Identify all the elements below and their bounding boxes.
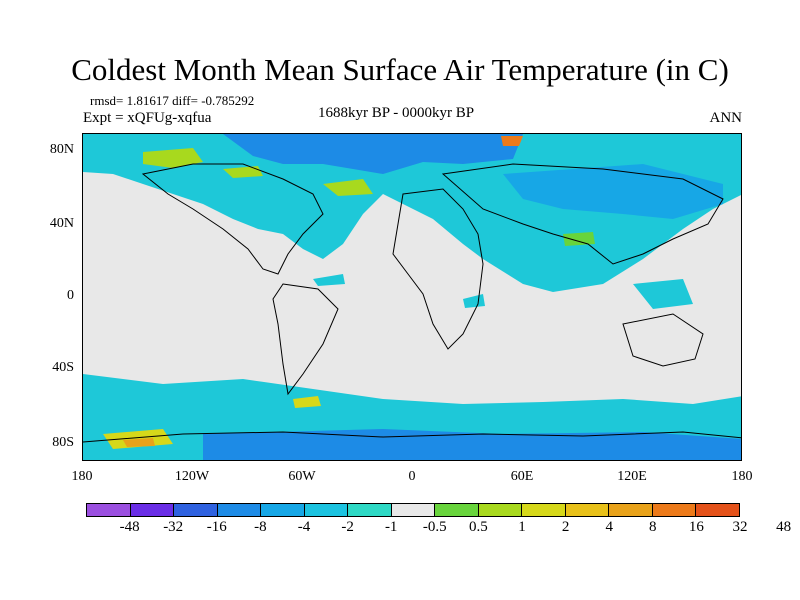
colorbar-label: -0.5 bbox=[422, 519, 447, 535]
anomaly-region-siberia-orange bbox=[501, 136, 523, 146]
lat-tick-40s: 40S bbox=[52, 360, 74, 375]
colorbar-label: -8 bbox=[254, 519, 267, 535]
colorbar-swatch bbox=[304, 504, 349, 516]
asia-outline bbox=[441, 163, 724, 265]
lon-tick-180e: 180 bbox=[731, 469, 753, 484]
map-panel bbox=[82, 133, 742, 461]
colorbar-swatch bbox=[174, 504, 218, 516]
anomaly-region-antarctic-blue bbox=[203, 429, 741, 460]
anomaly-region-arctic-blue bbox=[223, 134, 523, 174]
world-map bbox=[83, 134, 741, 460]
colorbar-label: -1 bbox=[384, 519, 398, 535]
colorbar-label: 16 bbox=[688, 519, 704, 535]
colorbar-swatch bbox=[435, 504, 479, 516]
colorbar-label: -32 bbox=[163, 519, 184, 535]
colorbar-swatch bbox=[609, 504, 653, 516]
colorbar-swatch bbox=[261, 504, 305, 516]
lat-tick-0: 0 bbox=[67, 288, 74, 303]
colorbar-swatch bbox=[87, 504, 131, 516]
anomaly-region-atlantic-warm bbox=[323, 179, 373, 196]
colorbar-label: 32 bbox=[732, 519, 748, 535]
lon-tick-120e: 120E bbox=[617, 469, 647, 484]
colorbar-swatch bbox=[391, 504, 436, 516]
colorbar bbox=[86, 503, 740, 517]
lon-tick-180w: 180 bbox=[71, 469, 93, 484]
anomaly-region-asia-green bbox=[563, 232, 595, 246]
lat-tick-40n: 40N bbox=[49, 216, 74, 231]
colorbar-label: 4 bbox=[605, 519, 613, 535]
anomaly-region-greenland-warm bbox=[143, 148, 203, 168]
colorbar-label: 2 bbox=[561, 519, 570, 535]
north-america-outline bbox=[141, 163, 324, 275]
colorbar-label: -16 bbox=[206, 519, 227, 535]
colorbar-swatch bbox=[652, 504, 697, 516]
antarctica-outline bbox=[83, 431, 741, 443]
colorbar-label: -48 bbox=[119, 519, 140, 535]
colorbar-swatch bbox=[565, 504, 610, 516]
plot-title: Coldest Month Mean Surface Air Temperatu… bbox=[71, 52, 729, 87]
anomaly-region-asia-blue bbox=[503, 164, 723, 219]
lon-tick-60e: 60E bbox=[510, 469, 534, 484]
stats-line: rmsd= 1.81617 diff= -0.785292 bbox=[90, 93, 255, 108]
continent-outlines bbox=[83, 163, 741, 443]
lon-tick-120w: 120W bbox=[174, 469, 210, 484]
experiment-label: Expt = xQFUg-xqfua bbox=[83, 110, 212, 126]
colorbar-swatch bbox=[348, 504, 392, 516]
colorbar-label: 1 bbox=[518, 519, 526, 535]
period-label: 1688kyr BP - 0000kyr BP bbox=[318, 105, 475, 121]
anomaly-region-antarctic-orange bbox=[123, 438, 155, 447]
colorbar-label: 0.5 bbox=[469, 519, 488, 535]
south-america-outline bbox=[272, 283, 339, 396]
colorbar-label: 48 bbox=[776, 519, 792, 535]
colorbar-swatch bbox=[217, 504, 262, 516]
anomaly-region-tropics bbox=[313, 274, 693, 309]
colorbar-swatch bbox=[696, 504, 739, 516]
colorbar-label: 8 bbox=[649, 519, 657, 535]
colorbar-swatch bbox=[478, 504, 523, 516]
lat-tick-80s: 80S bbox=[52, 435, 74, 450]
europe-africa-outline bbox=[392, 188, 484, 350]
colorbar-label: -2 bbox=[341, 519, 354, 535]
lat-tick-80n: 80N bbox=[49, 142, 74, 157]
anomaly-region-canada-warm bbox=[223, 166, 263, 178]
colorbar-swatch bbox=[522, 504, 566, 516]
lon-tick-60w: 60W bbox=[288, 469, 316, 484]
lon-tick-0: 0 bbox=[408, 469, 416, 484]
colorbar-label: -4 bbox=[297, 519, 311, 535]
season-label: ANN bbox=[709, 110, 743, 126]
australia-outline bbox=[622, 313, 704, 367]
colorbar-swatch bbox=[130, 504, 175, 516]
